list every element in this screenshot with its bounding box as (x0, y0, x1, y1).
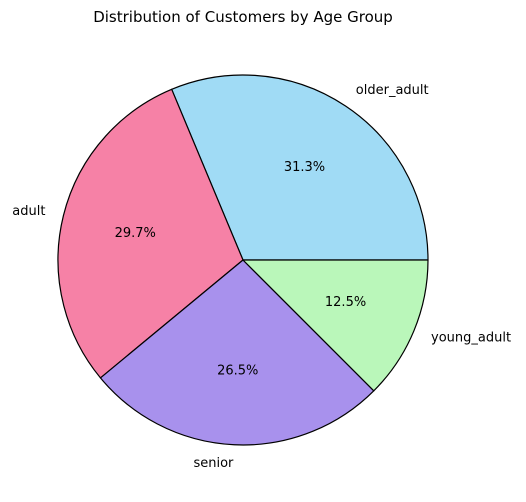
pie-labels: older_adult 31.3% adult 29.7% senior 26.5% you… (12, 83, 511, 471)
slice-label-older-adult: older_adult (356, 83, 429, 98)
slice-label-senior: senior (193, 456, 234, 471)
slice-label-adult: adult (12, 204, 45, 219)
pct-label-older-adult: 31.3% (284, 160, 325, 175)
slice-label-young-adult: young_adult (431, 330, 511, 345)
pct-label-senior: 26.5% (217, 363, 258, 378)
pct-label-adult: 29.7% (115, 226, 156, 241)
pie-slice-young-adult (242, 259, 429, 392)
pie-slices (57, 74, 429, 446)
chart-title: Distribution of Customers by Age Group (93, 8, 393, 26)
pie-slice-senior (99, 259, 375, 446)
pie-slice-older-adult (171, 74, 429, 261)
pct-label-young-adult: 12.5% (325, 295, 366, 310)
pie-slice-adult (57, 88, 244, 379)
